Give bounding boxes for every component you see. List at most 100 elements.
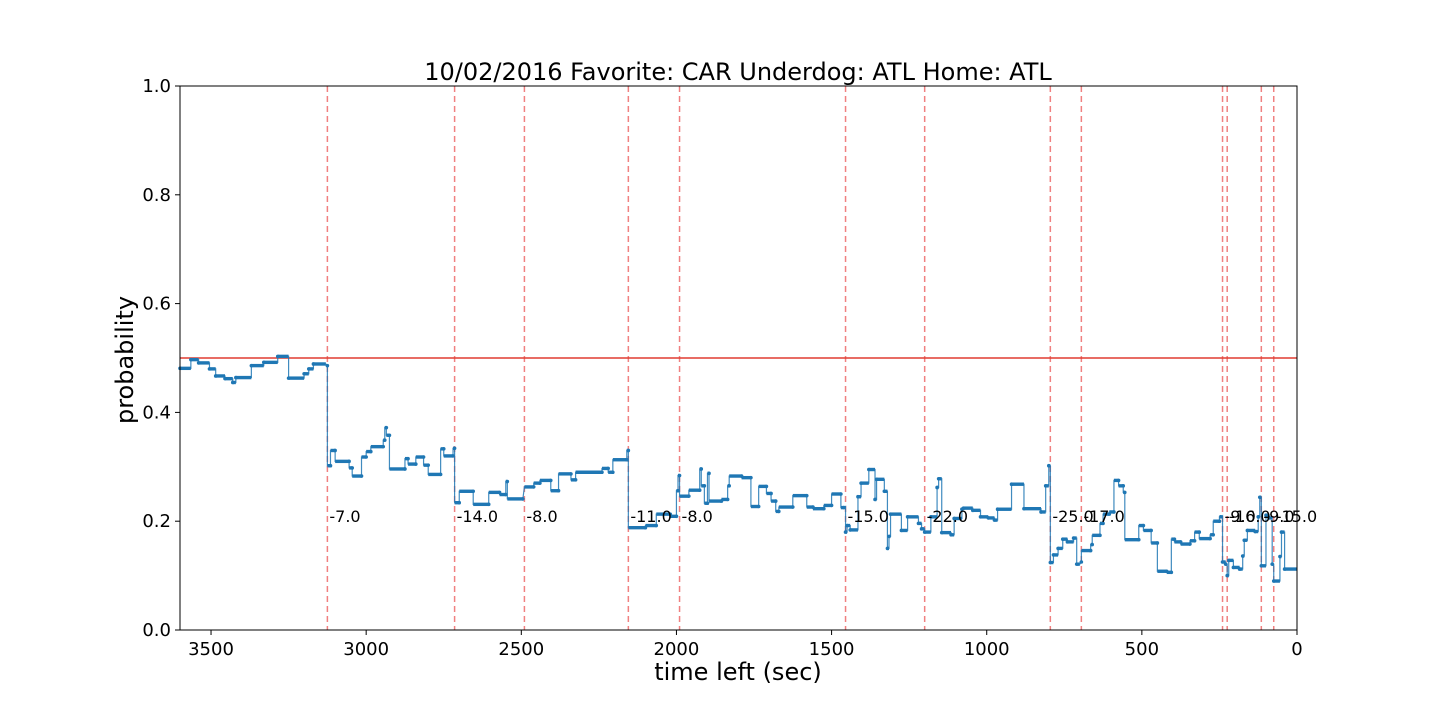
data-point — [643, 525, 648, 530]
data-point — [952, 516, 956, 521]
data-point — [486, 502, 491, 507]
data-point — [936, 476, 941, 481]
data-point — [829, 503, 834, 508]
data-point — [426, 463, 431, 467]
data-point — [359, 474, 364, 478]
data-point — [606, 466, 610, 471]
data-point — [457, 500, 462, 505]
data-point — [1088, 548, 1093, 553]
data-point — [919, 527, 924, 531]
data-point — [1169, 570, 1174, 575]
data-point — [1022, 506, 1026, 511]
data-point — [1264, 513, 1268, 518]
x-tick-label: 0 — [1291, 639, 1302, 660]
data-point — [1060, 537, 1065, 541]
data-point — [1098, 533, 1102, 538]
data-point — [1253, 529, 1257, 534]
data-point — [328, 463, 333, 468]
data-point — [387, 433, 392, 438]
data-point — [1259, 564, 1264, 568]
data-point — [306, 367, 311, 371]
data-point — [213, 374, 218, 378]
data-point — [1101, 521, 1105, 526]
event-label-8: -17.0 — [1083, 507, 1124, 526]
data-point — [414, 462, 418, 466]
data-point — [676, 488, 680, 493]
data-point — [573, 478, 578, 482]
data-point — [1116, 478, 1121, 483]
data-point — [1257, 495, 1262, 500]
data-point — [1271, 579, 1276, 583]
data-point — [1197, 530, 1202, 534]
data-point — [739, 474, 744, 478]
data-point — [384, 425, 389, 430]
data-point — [905, 515, 910, 519]
data-point — [503, 492, 508, 497]
data-point — [1121, 484, 1126, 488]
data-point — [699, 467, 704, 471]
data-point — [899, 528, 904, 533]
data-point — [441, 447, 446, 451]
data-point — [1219, 515, 1223, 519]
data-point — [1039, 510, 1043, 514]
data-point — [261, 360, 266, 365]
data-point — [556, 488, 561, 493]
data-point — [189, 357, 193, 362]
data-point — [452, 446, 457, 451]
event-label-5: -15.0 — [848, 507, 889, 526]
data-point — [1043, 484, 1048, 488]
data-point — [381, 444, 386, 449]
data-point — [727, 484, 731, 488]
data-point — [764, 484, 769, 489]
data-point — [874, 477, 879, 482]
data-point — [922, 530, 927, 534]
data-point — [929, 515, 933, 519]
data-point — [286, 376, 291, 380]
data-point — [939, 530, 944, 535]
data-point — [1141, 523, 1146, 528]
x-tick-label: 1500 — [809, 639, 855, 660]
data-point — [302, 371, 306, 376]
x-tick-label: 2000 — [654, 639, 700, 660]
event-label-9: -9.0 — [1225, 507, 1256, 526]
data-point — [1155, 541, 1160, 545]
data-point — [531, 485, 536, 489]
data-point — [234, 375, 238, 380]
data-point — [859, 481, 863, 485]
x-tick-label: 3000 — [343, 639, 389, 660]
event-label-12: -15.0 — [1276, 507, 1317, 526]
data-point — [978, 515, 983, 519]
data-point — [1231, 565, 1236, 570]
data-point — [1046, 463, 1051, 468]
data-point — [1278, 554, 1282, 559]
data-point — [1270, 562, 1274, 566]
data-point — [654, 523, 659, 528]
data-point — [705, 501, 710, 506]
data-point — [1149, 528, 1153, 533]
data-point — [1282, 567, 1287, 571]
data-point — [538, 481, 542, 485]
event-labels: -7.0 -14.0 -8.0 -11.0 -8.0 -15.0 -22.0 -25.0-17… — [329, 507, 1317, 526]
data-point — [885, 546, 890, 551]
data-point — [995, 507, 1000, 512]
data-point — [882, 489, 887, 494]
data-point — [196, 361, 201, 365]
data-point — [769, 491, 773, 496]
data-point — [1217, 519, 1222, 523]
data-point — [1136, 537, 1141, 542]
data-point — [811, 505, 815, 509]
data-point — [888, 512, 893, 516]
series-layer — [178, 354, 1297, 583]
data-point — [777, 509, 781, 514]
data-point — [822, 506, 826, 511]
data-point — [1051, 553, 1056, 557]
data-point — [600, 470, 604, 475]
data-point — [207, 367, 212, 371]
event-label-7: -25.0 — [1052, 507, 1093, 526]
data-point — [1256, 515, 1261, 519]
data-point — [887, 534, 891, 539]
event-label-4: -8.0 — [682, 507, 713, 526]
data-point — [1112, 510, 1116, 514]
data-point — [1164, 569, 1169, 574]
data-point — [674, 514, 679, 519]
